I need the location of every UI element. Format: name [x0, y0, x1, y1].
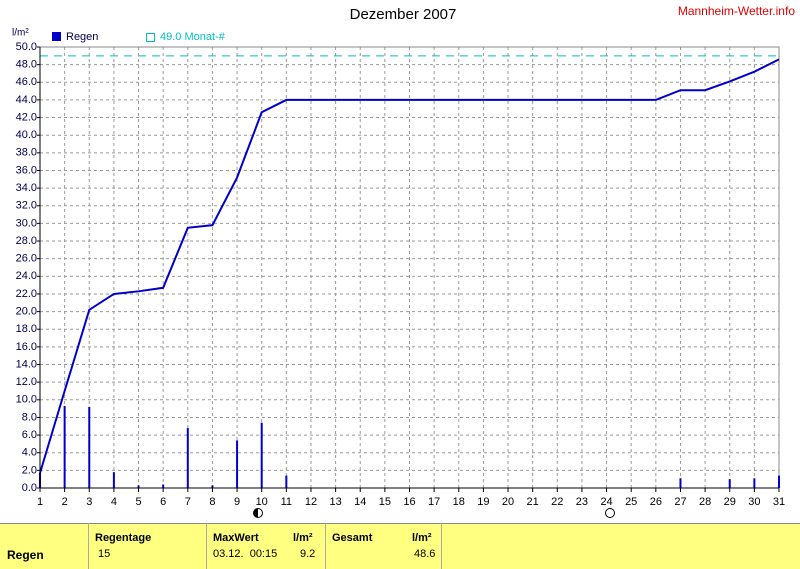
table-header: l/m² — [412, 532, 432, 544]
bar — [112, 472, 115, 488]
source: Mannheim-Wetter.info — [678, 4, 795, 18]
table-border — [88, 523, 89, 569]
x-tick-label: 1 — [37, 496, 43, 508]
legend-swatch — [52, 32, 61, 41]
x-tick-label: 15 — [379, 496, 391, 508]
x-tick-label: 5 — [135, 496, 141, 508]
table-border — [441, 523, 442, 569]
y-tick-label: 22.0 — [16, 288, 37, 300]
x-tick-label: 19 — [477, 496, 489, 508]
y-tick-label: 18.0 — [16, 323, 37, 335]
x-tick-label: 29 — [724, 496, 736, 508]
y-tick-label: 36.0 — [16, 164, 37, 176]
y-tick-label: 28.0 — [16, 235, 37, 247]
y-tick-label: 12.0 — [16, 376, 37, 388]
y-tick-label: 44.0 — [16, 94, 37, 106]
x-tick-label: 17 — [428, 496, 440, 508]
legend-label: Regen — [66, 31, 98, 43]
y-tick-label: 24.0 — [16, 270, 37, 282]
x-tick-label: 25 — [625, 496, 637, 508]
moon-icon — [605, 508, 615, 518]
x-tick-label: 2 — [62, 496, 68, 508]
x-tick-label: 4 — [111, 496, 117, 508]
table-header: Gesamt — [332, 532, 373, 544]
x-tick-label: 7 — [185, 496, 191, 508]
y-tick-label: 10.0 — [16, 394, 37, 406]
x-tick-label: 6 — [160, 496, 166, 508]
chart: Dezember 2007 Mannheim-Wetter.info l/m² … — [12, 4, 795, 518]
x-tick-label: 16 — [403, 496, 415, 508]
x-tick-label: 9 — [234, 496, 240, 508]
x-tick-label: 14 — [354, 496, 366, 508]
bar — [186, 428, 189, 488]
bar — [88, 406, 91, 488]
x-tick-label: 8 — [209, 496, 215, 508]
legend-swatch — [146, 33, 155, 42]
bar — [753, 478, 756, 488]
x-tick-label: 30 — [748, 496, 760, 508]
bar — [260, 422, 263, 488]
x-tick-label: 3 — [86, 496, 92, 508]
y-tick-label: 38.0 — [16, 147, 37, 159]
chart-title: Dezember 2007 — [350, 6, 457, 23]
table-cell: Regen — [7, 548, 44, 562]
x-tick-label: 23 — [576, 496, 588, 508]
x-tick-label: 22 — [551, 496, 563, 508]
y-tick-label: 50.0 — [16, 41, 37, 53]
bar — [728, 479, 731, 488]
table-border — [325, 523, 326, 569]
bar — [211, 485, 214, 488]
y-tick-label: 16.0 — [16, 341, 37, 353]
line — [39, 58, 780, 474]
y-tick-label: 0.0 — [22, 482, 37, 494]
moon-icon — [253, 508, 258, 518]
y-axis-label: l/m² — [12, 28, 29, 39]
table-border — [0, 523, 800, 524]
x-tick-label: 10 — [256, 496, 268, 508]
legend-label: 49.0 Monat-# — [160, 31, 226, 43]
x-tick-label: 24 — [600, 496, 612, 508]
bar — [285, 475, 288, 488]
y-tick-label: 2.0 — [22, 464, 37, 476]
table-header: Regentage — [95, 532, 152, 544]
y-tick-label: 48.0 — [16, 59, 37, 71]
y-tick-label: 14.0 — [16, 358, 37, 370]
table-border — [206, 523, 207, 569]
summary-table: Regentage MaxWert l/m² Gesamt l/m² Regen… — [0, 523, 800, 569]
x-tick-label: 28 — [699, 496, 711, 508]
x-tick-label: 21 — [527, 496, 539, 508]
y-tick-label: 4.0 — [22, 447, 37, 459]
y-tick-label: 6.0 — [22, 429, 37, 441]
y-tick-label: 30.0 — [16, 217, 37, 229]
bar — [679, 478, 682, 488]
x-tick-label: 26 — [650, 496, 662, 508]
y-tick-label: 8.0 — [22, 411, 37, 423]
bar — [63, 405, 66, 488]
y-tick-label: 32.0 — [16, 200, 37, 212]
table-cell: 48.6 — [414, 548, 436, 560]
table-cell: 15 — [98, 548, 111, 560]
x-tick-label: 12 — [305, 496, 317, 508]
bar — [162, 484, 165, 488]
y-tick-label: 20.0 — [16, 306, 37, 318]
x-tick-label: 31 — [773, 496, 785, 508]
table-cell: 03.12. 00:15 — [213, 548, 278, 560]
bar — [236, 440, 239, 488]
y-tick-label: 40.0 — [16, 129, 37, 141]
bar — [137, 485, 140, 488]
x-tick-label: 11 — [281, 496, 292, 508]
x-tick-label: 13 — [329, 496, 341, 508]
x-tick-label: 20 — [502, 496, 514, 508]
table-cell: 9.2 — [300, 548, 316, 560]
y-tick-label: 42.0 — [16, 111, 37, 123]
x-tick-label: 18 — [453, 496, 465, 508]
bar — [778, 475, 780, 488]
y-tick-label: 26.0 — [16, 253, 37, 265]
table-header: l/m² — [293, 532, 313, 544]
y-tick-label: 46.0 — [16, 76, 37, 88]
table-header: MaxWert — [213, 532, 259, 544]
x-tick-label: 27 — [674, 496, 686, 508]
y-tick-label: 34.0 — [16, 182, 37, 194]
